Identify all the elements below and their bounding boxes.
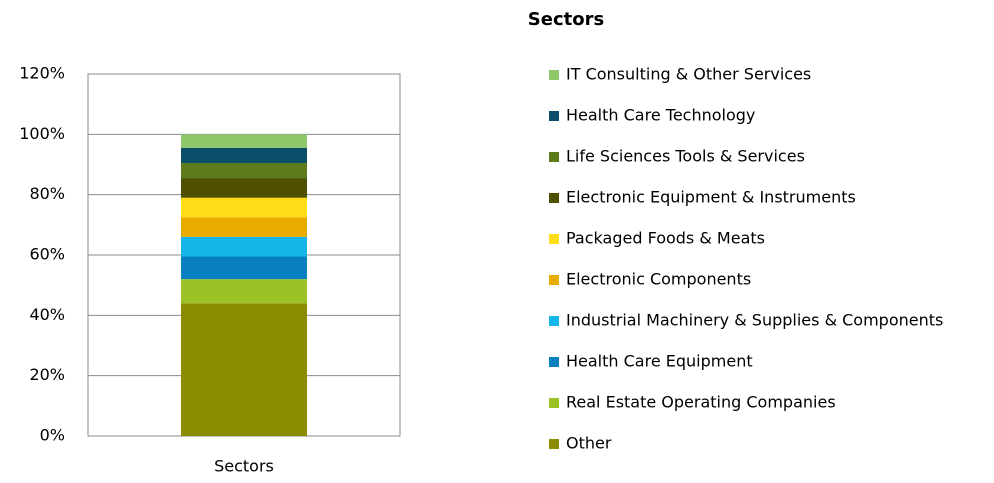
bar-segment (181, 197, 307, 218)
y-tick-label: 20% (29, 365, 65, 384)
legend-swatch (549, 111, 559, 121)
chart-title: Sectors (528, 9, 604, 30)
bar-segment (181, 162, 307, 179)
bar-segment (181, 217, 307, 237)
legend-label: Health Care Technology (566, 106, 755, 125)
legend-swatch (549, 398, 559, 408)
y-tick-label: 0% (40, 426, 65, 445)
legend-label: Other (566, 434, 612, 453)
legend-label: Industrial Machinery & Supplies & Compon… (566, 311, 943, 330)
legend-swatch (549, 316, 559, 326)
legend-label: Real Estate Operating Companies (566, 393, 836, 412)
legend-label: Packaged Foods & Meats (566, 229, 765, 248)
bar-segment (181, 256, 307, 280)
legend-swatch (549, 152, 559, 162)
legend-swatch (549, 193, 559, 203)
legend-swatch (549, 275, 559, 285)
y-tick-label: 60% (29, 245, 65, 264)
bar-segment (181, 279, 307, 304)
bar-segment (181, 236, 307, 257)
legend-swatch (549, 70, 559, 80)
legend-label: Electronic Equipment & Instruments (566, 188, 856, 207)
legend-label: IT Consulting & Other Services (566, 65, 811, 84)
bar-segment (181, 303, 307, 436)
legend-label: Health Care Equipment (566, 352, 753, 371)
bar-segment (181, 134, 307, 148)
bar-segment (181, 178, 307, 198)
y-tick-label: 120% (19, 64, 65, 83)
y-tick-label: 40% (29, 305, 65, 324)
y-tick-label: 80% (29, 184, 65, 203)
legend-label: Life Sciences Tools & Services (566, 147, 805, 166)
legend-swatch (549, 439, 559, 449)
x-tick-label: Sectors (214, 457, 274, 476)
bar-segment (181, 147, 307, 163)
legend-swatch (549, 357, 559, 367)
legend-swatch (549, 234, 559, 244)
legend-label: Electronic Components (566, 270, 751, 289)
y-tick-label: 100% (19, 124, 65, 143)
